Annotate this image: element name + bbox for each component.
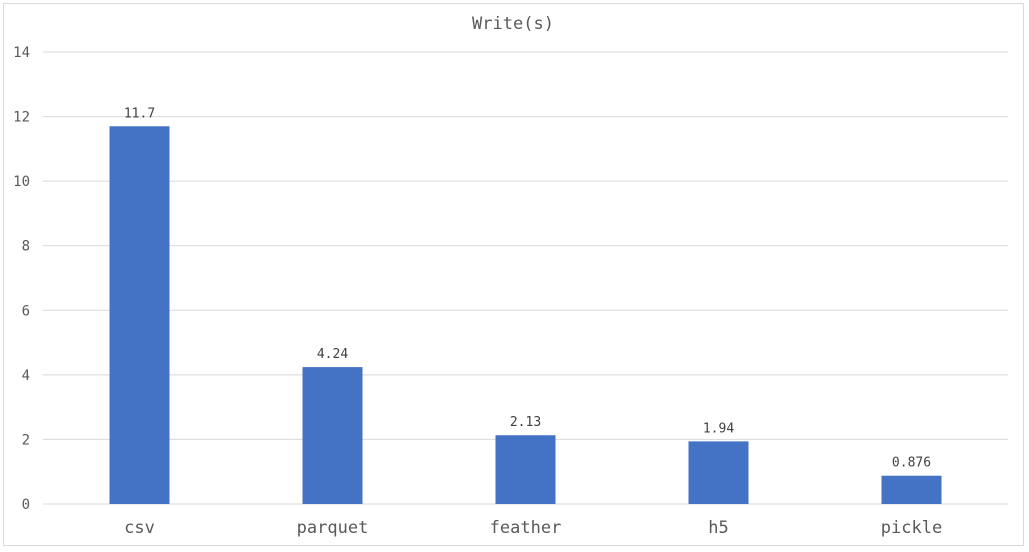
- y-tick-label: 12: [13, 110, 30, 126]
- data-label: 1.94: [703, 421, 734, 436]
- data-label: 0.876: [892, 456, 931, 471]
- data-labels: 11.7 4.24 2.13 1.94 0.876: [124, 106, 931, 470]
- y-tick-label: 0: [22, 497, 30, 513]
- data-label: 4.24: [317, 347, 348, 362]
- y-tick-label: 4: [22, 368, 30, 384]
- bar-parquet: [302, 367, 363, 504]
- y-tick-label: 8: [22, 239, 30, 255]
- y-tick-label: 10: [13, 174, 30, 190]
- x-tick-label: h5: [708, 518, 728, 538]
- y-tick-label: 6: [22, 303, 30, 319]
- y-axis-tick-labels: 0 2 4 6 8 10 12 14: [13, 45, 30, 513]
- bar-feather: [495, 435, 556, 504]
- y-tick-label: 14: [13, 45, 30, 61]
- x-tick-label: pickle: [881, 518, 942, 538]
- x-tick-label: feather: [490, 518, 562, 538]
- gridlines: [43, 51, 1008, 505]
- bar-h5: [688, 441, 749, 504]
- x-tick-label: csv: [124, 518, 155, 538]
- x-tick-label: parquet: [297, 518, 369, 538]
- x-axis-tick-labels: csv parquet feather h5 pickle: [124, 518, 942, 538]
- data-label: 2.13: [510, 415, 541, 430]
- bar-pickle: [881, 475, 942, 504]
- bars: [109, 126, 942, 504]
- chart-title: Write(s): [472, 14, 554, 34]
- data-label: 11.7: [124, 106, 155, 121]
- y-tick-label: 2: [22, 432, 30, 448]
- bar-csv: [109, 126, 170, 504]
